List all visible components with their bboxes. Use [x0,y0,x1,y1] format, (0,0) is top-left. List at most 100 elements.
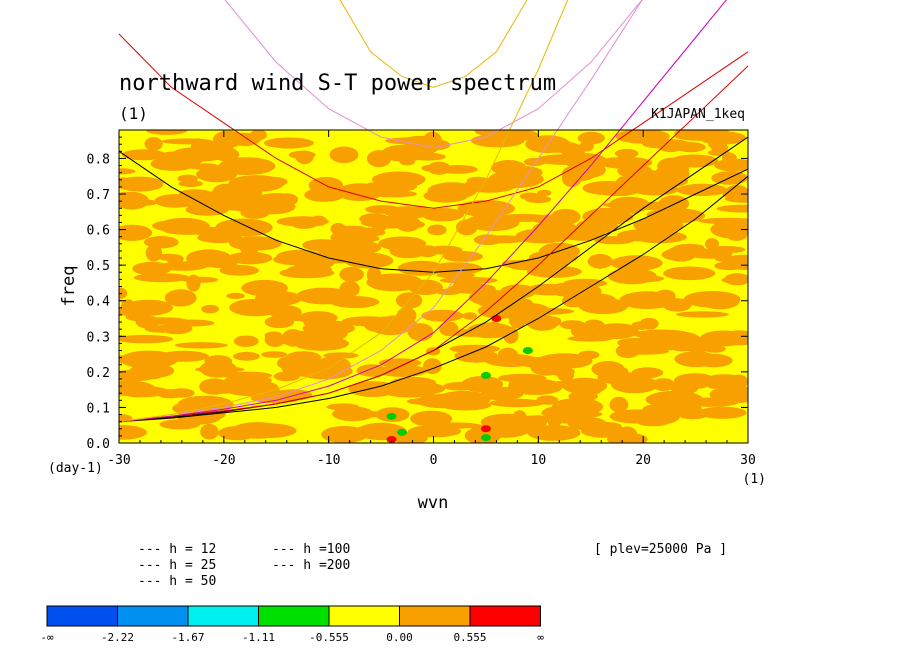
field-blob [166,254,184,264]
field-blob [383,206,435,219]
field-blob [119,425,147,440]
field-blob [146,130,188,135]
field-blob [729,374,748,389]
field-blob [228,175,285,192]
field-blob [377,364,428,377]
x-tick-label: 0 [430,453,438,468]
field-blob [618,344,671,351]
field-blob [549,380,583,388]
field-blob [250,130,267,141]
field-blob [397,382,446,395]
field-blob [341,316,393,327]
field-blob [425,347,441,356]
field-blob [378,236,427,251]
field-blob [200,423,219,440]
field-blob [229,236,282,251]
field-blob [385,315,400,329]
y-axis: 0.0 0.1 0.2 0.3 0.4 0.5 0.6 0.7 0.8 [87,136,748,452]
field-blob [158,350,209,362]
field-blob [202,380,243,394]
y-tick-label: 0.7 [87,188,110,203]
field-blob [226,292,245,299]
field-blob [273,253,325,266]
field-blob [119,168,136,175]
field-blob [176,197,207,207]
field-feature [386,435,397,443]
curve-mrg [118,0,727,423]
field-blob [264,332,286,347]
field-blob [121,149,166,161]
field-blob [710,220,748,239]
field-blob [164,289,197,307]
field-blob [631,321,650,331]
field-blob [698,406,747,419]
field-blob [537,189,552,197]
field-blob [263,137,314,149]
colorbar-swatch [46,605,118,627]
field-blob [443,382,477,391]
dispersion-curves [118,0,749,423]
field-blob [507,302,550,319]
field-blob [233,335,259,347]
field-blob [582,319,606,335]
field-blob [119,177,132,188]
field-blob [491,160,527,176]
field-blob [272,389,313,401]
field-blob [438,165,478,174]
field-blob [714,158,748,172]
field-blob [227,251,273,265]
field-blob [435,288,462,295]
field-blob [462,312,477,320]
field-blob [159,419,201,430]
field-blob [567,335,614,342]
y-tick-label: 0.0 [87,437,110,452]
field-blob [417,245,438,258]
field-blob [156,389,184,399]
field-blob [522,256,569,272]
field-blob [425,422,482,429]
field-blob [119,307,149,317]
colorbar-label: -1.67 [171,631,204,644]
field-blob [421,164,439,172]
field-blob [667,336,698,352]
field-feature [480,434,491,442]
field-blob [231,422,285,439]
field-blob [568,391,598,402]
field-blob [532,221,578,236]
field-feature [480,425,491,433]
field-blob [194,366,245,373]
field-blob [463,178,517,193]
field-blob [153,317,180,325]
legend-entry: --- h =100 [272,542,350,557]
field-blob [716,204,748,213]
field-blob [670,154,719,168]
field-blob [482,235,526,244]
field-blob [280,314,324,322]
plev-annotation: [ plev=25000 Pa ] [594,542,727,557]
colorbar-label: -∞ [40,631,54,644]
field-blob [303,320,350,328]
field-blob [721,276,746,284]
y-axis-label: freq [59,266,79,307]
curve-mrg [118,175,749,423]
field-blob [714,255,748,263]
field-blob [356,364,387,377]
y-tick-label: 0.8 [87,152,110,167]
y-axis-unit: (day-1) [48,461,103,476]
field-blob [295,150,314,165]
field-blob [439,321,459,337]
field-blob [344,252,394,269]
field-blob [714,261,745,271]
x-axis-label: wvn [418,493,449,513]
field-blob [335,227,386,238]
field-blob [594,323,639,339]
field-blob [240,206,270,219]
field-blob [499,130,538,140]
field-blob [439,276,498,284]
field-blob [657,140,684,153]
field-feature [522,347,533,355]
field-blob [577,131,605,145]
field-blob [629,201,682,211]
field-blob [530,360,564,376]
